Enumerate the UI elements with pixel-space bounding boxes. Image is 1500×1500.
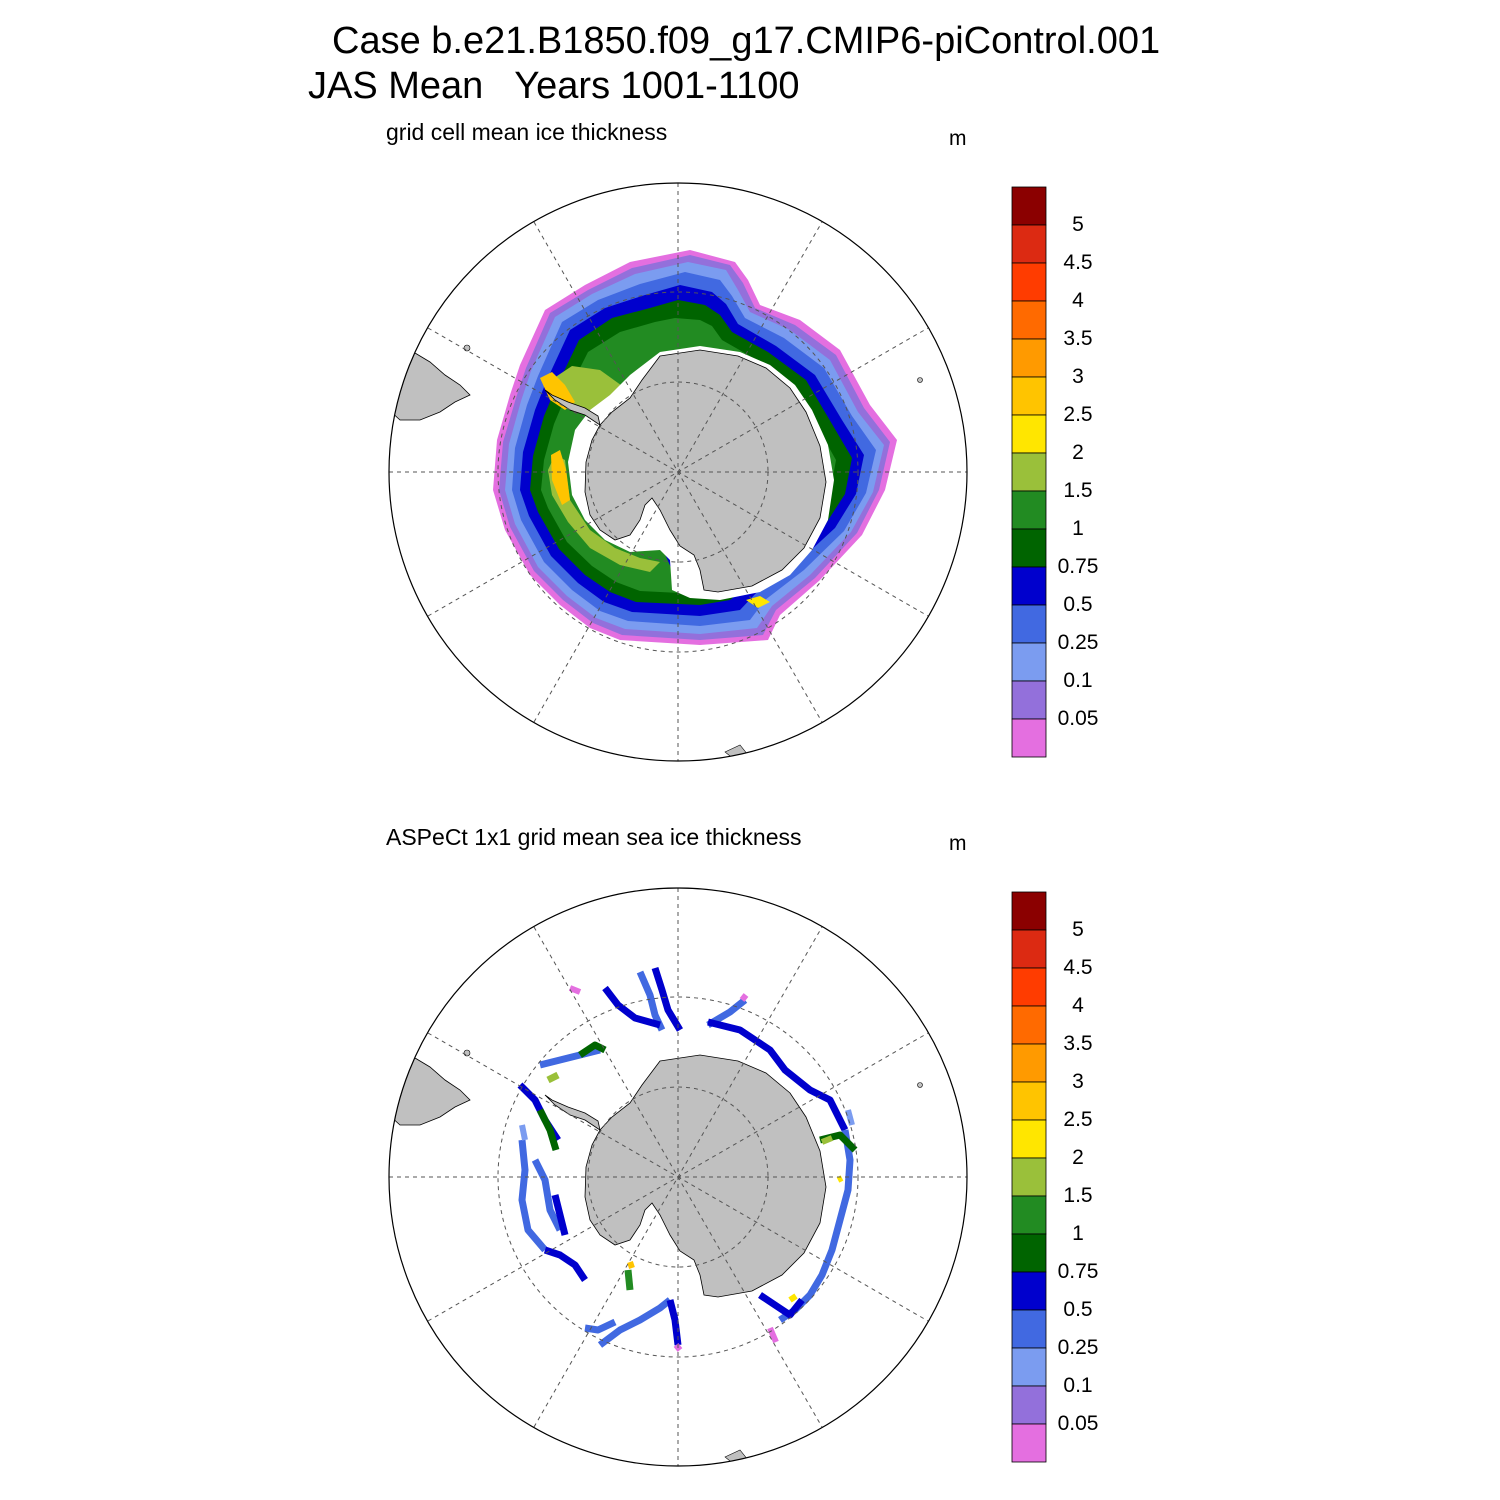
panel1-colorbar-swatch [1011, 376, 1047, 416]
south-america-landmass [389, 349, 471, 421]
panel2-colorbar-swatch [1011, 1081, 1047, 1121]
panel1-colorbar-swatch [1011, 528, 1047, 568]
panel2-colorbar-swatch [1011, 891, 1047, 931]
panel1-colorbar-swatch [1011, 642, 1047, 682]
panel2-colorbar-label: 0.5 [1063, 1298, 1093, 1321]
panel2-colorbar-swatch [1011, 1309, 1047, 1349]
panel2-graticule [389, 888, 967, 1466]
antarctic-peninsula [544, 1094, 601, 1131]
panel1-colorbar-swatch [1011, 680, 1047, 720]
panel2-colorbar-label: 5 [1072, 918, 1084, 941]
antarctic-peninsula [544, 389, 601, 426]
panel2-colorbar-swatch [1011, 1043, 1047, 1083]
panel2-colorbar-swatch [1011, 1157, 1047, 1197]
panel1-colorbar-label: 1 [1072, 517, 1084, 540]
panel1-colorbar-swatch [1011, 338, 1047, 378]
panel1-colorbar-label: 0.05 [1057, 707, 1099, 730]
panel2-subtitle: ASPeCt 1x1 grid mean sea ice thickness [386, 824, 802, 850]
panel1-colorbar-label: 1.5 [1063, 479, 1093, 502]
panel2-colorbar-label: 4 [1072, 994, 1084, 1017]
panel1-colorbar-swatch [1011, 452, 1047, 492]
panel1-units: m [949, 127, 967, 150]
panel2-map [388, 887, 968, 1467]
panel1-colorbar-swatch [1011, 414, 1047, 454]
panel1-map-border [388, 182, 968, 762]
antarctica-landmass [584, 1054, 827, 1298]
panel1-colorbar-label: 4.5 [1063, 251, 1093, 274]
panel1-map [388, 182, 968, 762]
panel2-units: m [949, 832, 967, 855]
panel1-colorbar-label: 2 [1072, 441, 1084, 464]
panel1-subtitle: grid cell mean ice thickness [386, 119, 668, 145]
ice-patch-2-3-peninsula [540, 372, 575, 410]
panel1-colorbar [1011, 186, 1047, 758]
panel2-colorbar [1011, 891, 1047, 1463]
panel1-colorbar-label: 0.25 [1057, 631, 1099, 654]
panel1-colorbar-swatch [1011, 186, 1047, 226]
panel2-colorbar-label: 0.25 [1057, 1336, 1099, 1359]
ice-patch-2-3-bellingshausen [551, 450, 570, 505]
panel1-colorbar-swatch [1011, 604, 1047, 644]
panel1-colorbar-label: 3 [1072, 365, 1084, 388]
panel1-colorbar-label: 5 [1072, 213, 1084, 236]
panel2-colorbar-swatch [1011, 1423, 1047, 1463]
panel2-colorbar-label: 0.1 [1063, 1374, 1093, 1397]
panel2-colorbar-label: 4.5 [1063, 956, 1093, 979]
kerguelen-island [917, 377, 923, 383]
panel1-colorbar-label: 3.5 [1063, 327, 1093, 350]
panel2-colorbar-swatch [1011, 1119, 1047, 1159]
south-america-landmass [389, 1054, 471, 1126]
antarctica-landmass [584, 349, 827, 593]
panel2-colorbar-label: 3.5 [1063, 1032, 1093, 1055]
falkland-islands [463, 344, 471, 352]
panel1-colorbar-swatch [1011, 224, 1047, 264]
panel2-colorbar-label: 0.75 [1057, 1260, 1099, 1283]
panel2-colorbar-label: 2 [1072, 1146, 1084, 1169]
aspect-ship-tracks [517, 966, 858, 1348]
panel1-colorbar-label: 0.1 [1063, 669, 1093, 692]
kerguelen-island [917, 1082, 923, 1088]
panel2-colorbar-label: 0.05 [1057, 1412, 1099, 1435]
ice-patch-2-east [746, 596, 770, 608]
panel1-colorbar-label: 4 [1072, 289, 1084, 312]
figure-title-line2: JAS Mean Years 1001-1100 [308, 65, 800, 107]
aspect-track-highlights [519, 985, 855, 1352]
panel1-colorbar-swatch [1011, 490, 1047, 530]
panel2-colorbar-swatch [1011, 929, 1047, 969]
panel2-colorbar-swatch [1011, 1005, 1047, 1045]
panel2-colorbar-label: 3 [1072, 1070, 1084, 1093]
panel1-colorbar-label: 0.75 [1057, 555, 1099, 578]
panel2-colorbar-label: 1 [1072, 1222, 1084, 1245]
panel1-graticule [389, 183, 967, 761]
panel2-colorbar-swatch [1011, 1195, 1047, 1235]
panel2-colorbar-label: 1.5 [1063, 1184, 1093, 1207]
panel1-sea-ice-field [389, 183, 967, 761]
falkland-islands [463, 1049, 471, 1057]
panel1-colorbar-label: 0.5 [1063, 593, 1093, 616]
panel2-map-border [388, 887, 968, 1467]
panel1-colorbar-swatch [1011, 718, 1047, 758]
panel2-colorbar-label: 2.5 [1063, 1108, 1093, 1131]
panel1-colorbar-label: 2.5 [1063, 403, 1093, 426]
panel2-colorbar-swatch [1011, 1271, 1047, 1311]
figure-title-line1: Case b.e21.B1850.f09_g17.CMIP6-piControl… [332, 20, 1161, 62]
